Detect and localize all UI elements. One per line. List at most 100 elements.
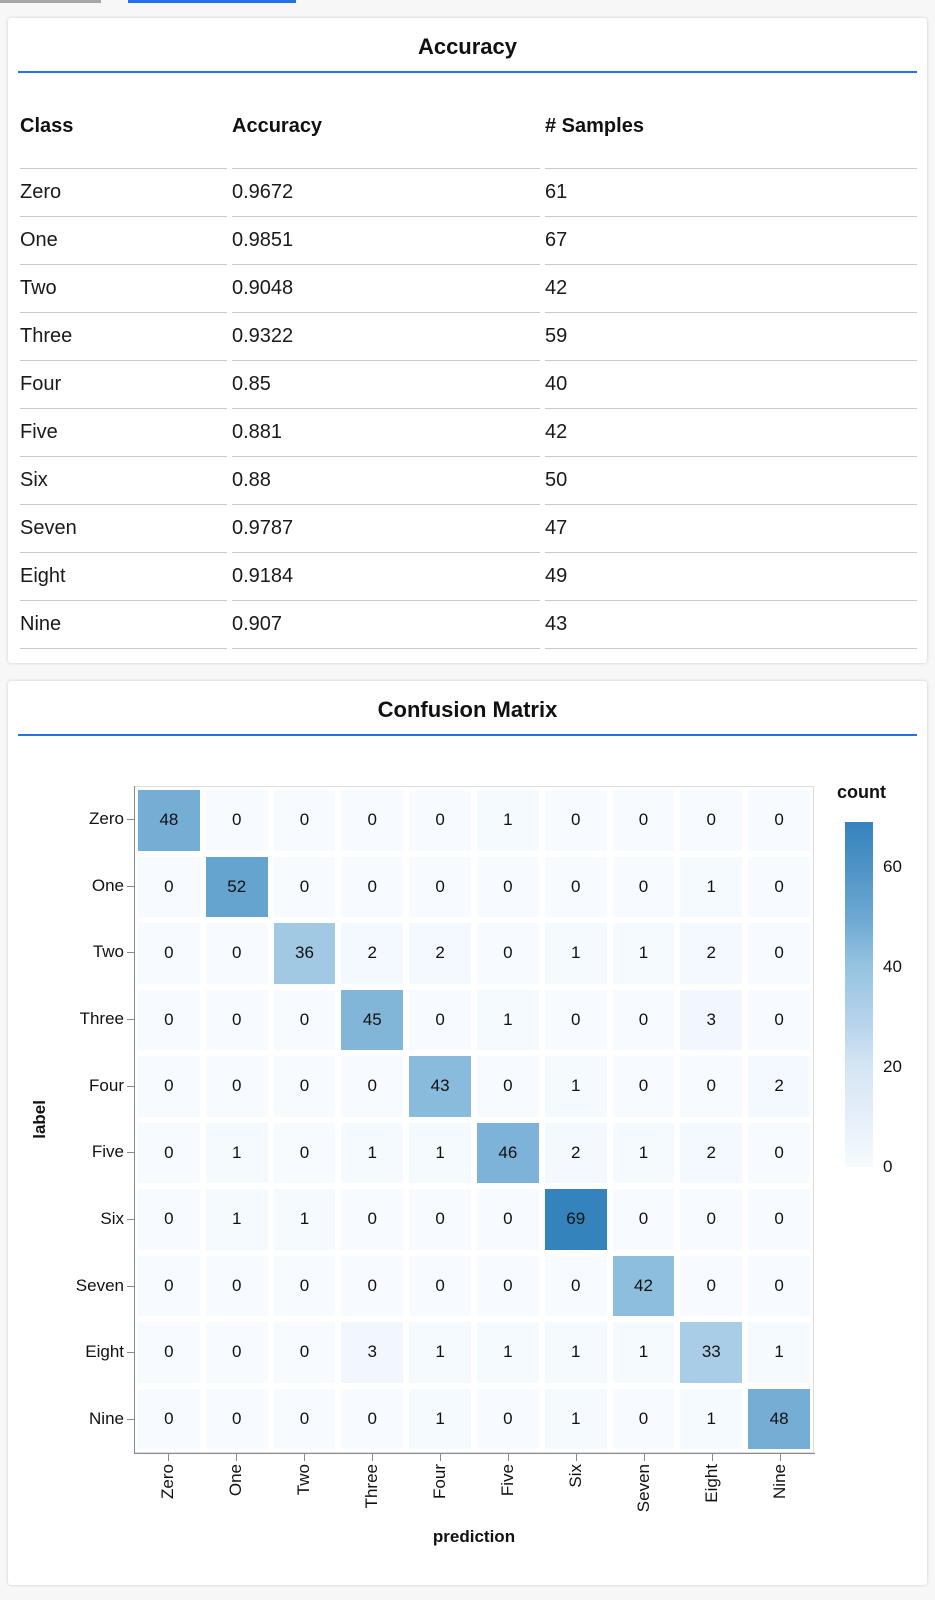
table-cell: Seven bbox=[20, 505, 227, 553]
x-axis-tick bbox=[372, 1454, 373, 1461]
heatmap-cell: 0 bbox=[476, 1255, 539, 1316]
heatmap-cell: 0 bbox=[544, 1255, 607, 1316]
heatmap-cell: 0 bbox=[476, 1056, 539, 1117]
table-cell: 0.85 bbox=[232, 361, 540, 409]
heatmap-cell: 69 bbox=[544, 1189, 607, 1250]
x-axis-tick bbox=[168, 1454, 169, 1461]
heatmap-cell: 1 bbox=[273, 1189, 336, 1250]
heatmap-cell: 0 bbox=[748, 790, 810, 851]
heatmap-cell: 0 bbox=[409, 989, 471, 1050]
heatmap-cell: 2 bbox=[680, 1122, 743, 1183]
heatmap-cell: 48 bbox=[138, 790, 200, 851]
table-cell: 0.9672 bbox=[232, 169, 540, 217]
y-axis-tick-label: Two bbox=[92, 942, 124, 961]
table-cell: 0.9851 bbox=[232, 217, 540, 265]
table-cell: Eight bbox=[20, 553, 227, 601]
y-axis-tick-label: Four bbox=[89, 1076, 124, 1095]
heatmap-cell: 0 bbox=[273, 1122, 336, 1183]
y-axis-tick bbox=[127, 1219, 134, 1220]
heatmap-cell: 0 bbox=[612, 1056, 675, 1117]
heatmap-cell: 1 bbox=[612, 923, 675, 984]
x-axis-tick-label: One bbox=[226, 1464, 245, 1497]
legend-tick-label: 0 bbox=[883, 1157, 893, 1176]
heatmap-cell: 0 bbox=[341, 790, 404, 851]
heatmap-cell: 1 bbox=[544, 1322, 607, 1383]
table-cell: Three bbox=[20, 313, 227, 361]
heatmap-cell: 1 bbox=[680, 1388, 743, 1449]
x-axis-tick-label: Seven bbox=[634, 1464, 653, 1513]
heatmap-cell: 0 bbox=[205, 1322, 268, 1383]
heatmap-cell: 0 bbox=[273, 790, 336, 851]
table-cell: 59 bbox=[545, 313, 917, 361]
table-row: One 0.9851 67 bbox=[20, 217, 917, 265]
table-row: Seven 0.9787 47 bbox=[20, 505, 917, 553]
heatmap-cell: 0 bbox=[138, 1056, 200, 1117]
heatmap-cell: 0 bbox=[341, 1056, 404, 1117]
table-cell: 0.88 bbox=[232, 457, 540, 505]
confusion-matrix-card: Confusion Matrix label 48 0 0 0 0 1 0 0 0 0 0 52 0 0 0… bbox=[8, 681, 927, 1585]
x-axis-tick bbox=[440, 1454, 441, 1461]
heatmap-cell: 0 bbox=[205, 1388, 268, 1449]
heatmap-cell: 0 bbox=[680, 1189, 743, 1250]
table-cell: Four bbox=[20, 361, 227, 409]
heatmap-cell: 33 bbox=[680, 1322, 743, 1383]
heatmap-cell: 1 bbox=[476, 989, 539, 1050]
heatmap-cell: 1 bbox=[409, 1388, 471, 1449]
x-axis-tick-label: Eight bbox=[702, 1464, 721, 1503]
accuracy-table-header-row: Class Accuracy # Samples bbox=[20, 101, 917, 169]
y-axis-tick bbox=[127, 886, 134, 887]
heatmap-cell: 52 bbox=[205, 856, 268, 917]
x-axis-tick-label: Five bbox=[498, 1464, 517, 1497]
table-cell: 40 bbox=[545, 361, 917, 409]
table-row: Two 0.9048 42 bbox=[20, 265, 917, 313]
heatmap-cell: 0 bbox=[273, 1056, 336, 1117]
y-axis-tick-label: Zero bbox=[89, 809, 124, 828]
x-axis-tick bbox=[576, 1454, 577, 1461]
x-axis-tick-label: Three bbox=[362, 1464, 381, 1509]
table-cell: 0.9184 bbox=[232, 553, 540, 601]
heatmap-cell: 0 bbox=[748, 923, 810, 984]
heatmap-cell: 0 bbox=[476, 1189, 539, 1250]
y-axis-tick bbox=[127, 1152, 134, 1153]
table-cell: 47 bbox=[545, 505, 917, 553]
heatmap-cell: 0 bbox=[409, 1189, 471, 1250]
heatmap-cell: 0 bbox=[612, 790, 675, 851]
heatmap-cell: 43 bbox=[409, 1056, 471, 1117]
x-axis-tick-label: Zero bbox=[158, 1464, 177, 1499]
heatmap-cell: 0 bbox=[544, 790, 607, 851]
accuracy-table: Class Accuracy # Samples Zero 0.9672 61 One… bbox=[15, 101, 922, 649]
heatmap-cell: 0 bbox=[341, 856, 404, 917]
heatmap-cell: 1 bbox=[409, 1322, 471, 1383]
y-axis-tick bbox=[127, 1419, 134, 1420]
heatmap-cell: 0 bbox=[205, 790, 268, 851]
heatmap-cell: 0 bbox=[138, 989, 200, 1050]
y-axis-tick-label: Seven bbox=[75, 1276, 124, 1295]
heatmap-cell: 0 bbox=[273, 1255, 336, 1316]
x-axis-tick bbox=[508, 1454, 509, 1461]
x-axis-tick-label: Nine bbox=[770, 1464, 789, 1499]
heatmap-cell: 0 bbox=[205, 989, 268, 1050]
heatmap-cell: 1 bbox=[544, 1056, 607, 1117]
heatmap-cell: 0 bbox=[138, 1122, 200, 1183]
y-axis-tick-label: One bbox=[91, 876, 124, 895]
x-axis-tick-label: Four bbox=[430, 1464, 449, 1499]
heatmap-cell: 0 bbox=[476, 923, 539, 984]
table-cell: Six bbox=[20, 457, 227, 505]
table-cell: Nine bbox=[20, 601, 227, 649]
heatmap-cell: 2 bbox=[680, 923, 743, 984]
table-cell: 49 bbox=[545, 553, 917, 601]
heatmap-cell: 0 bbox=[612, 1189, 675, 1250]
heatmap-cell: 0 bbox=[409, 1255, 471, 1316]
heatmap-cell: 0 bbox=[680, 1255, 743, 1316]
table-row: Six 0.88 50 bbox=[20, 457, 917, 505]
legend-title: count bbox=[837, 782, 886, 802]
table-row: Eight 0.9184 49 bbox=[20, 553, 917, 601]
heatmap-cell: 36 bbox=[273, 923, 336, 984]
table-cell: 43 bbox=[545, 601, 917, 649]
legend-tick-label: 60 bbox=[883, 857, 902, 876]
table-cell: 0.907 bbox=[232, 601, 540, 649]
heatmap-cell: 42 bbox=[612, 1255, 675, 1316]
table-row: Nine 0.907 43 bbox=[20, 601, 917, 649]
top-gray-bar bbox=[0, 0, 101, 3]
table-cell: 0.881 bbox=[232, 409, 540, 457]
